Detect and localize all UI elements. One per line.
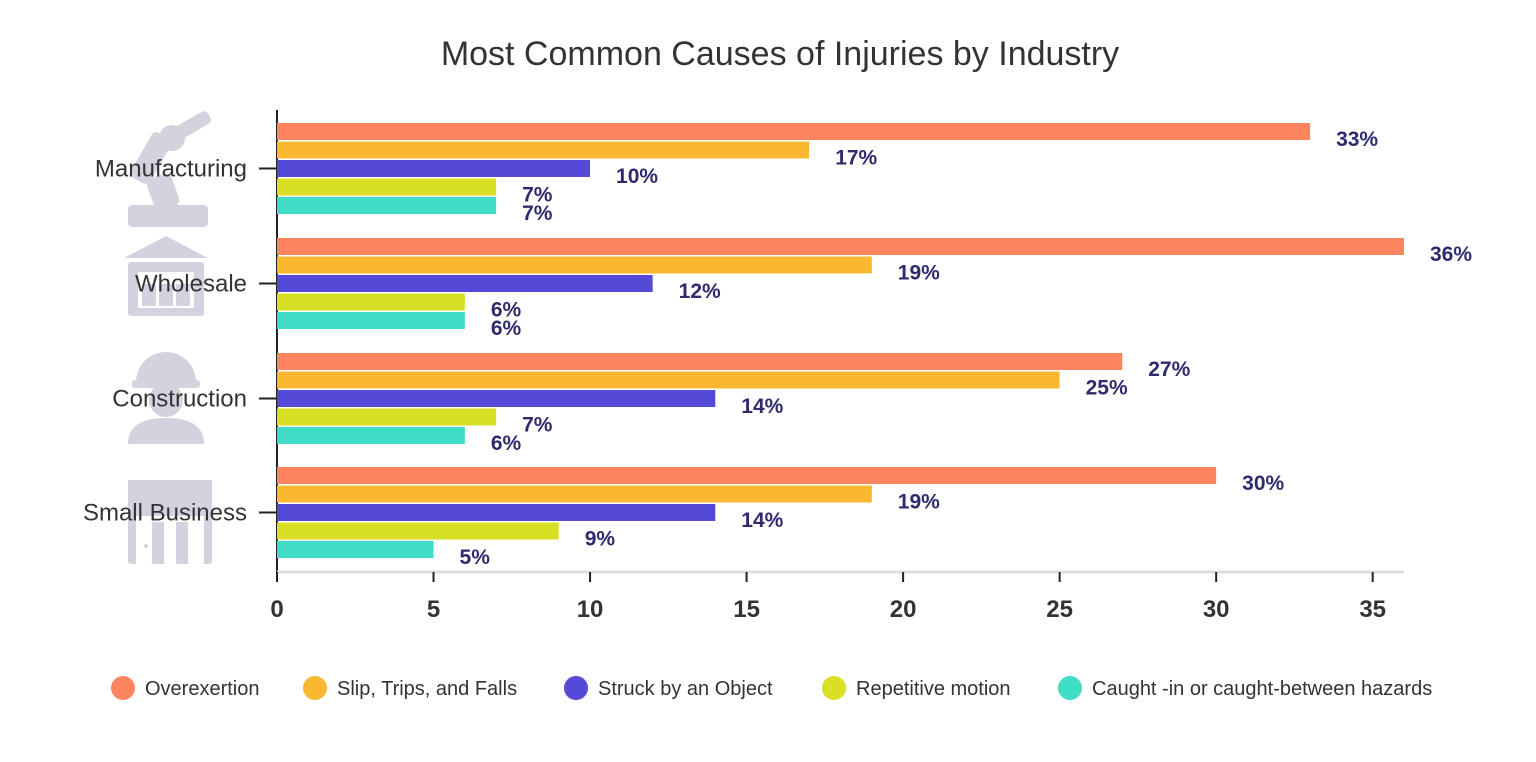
- legend-item: Repetitive motion: [822, 676, 1011, 700]
- legend-swatch: [303, 676, 327, 700]
- data-label: 33%: [1336, 128, 1378, 151]
- bar-1-4: [277, 178, 497, 196]
- bar-2-5: [277, 312, 465, 329]
- x-tick-label: 30: [1203, 596, 1230, 623]
- data-label: 27%: [1148, 358, 1190, 381]
- legend-item: Slip, Trips, and Falls: [303, 676, 517, 700]
- data-label: 30%: [1242, 472, 1284, 495]
- category-label: Small Business: [83, 500, 247, 527]
- category-label: Manufacturing: [95, 156, 247, 183]
- data-label: 7%: [522, 414, 553, 437]
- bar-4-4: [277, 522, 559, 540]
- data-label: 25%: [1086, 377, 1128, 400]
- legend-swatch: [564, 676, 588, 700]
- legend-item: Overexertion: [111, 676, 260, 700]
- bar-2-4: [277, 293, 465, 311]
- bar-4-3: [277, 504, 716, 521]
- data-label: 19%: [898, 491, 940, 514]
- legend-label: Struck by an Object: [598, 678, 773, 700]
- data-label: 7%: [522, 184, 553, 207]
- data-label: 17%: [835, 147, 877, 170]
- data-label: 36%: [1430, 243, 1472, 266]
- data-label: 6%: [491, 317, 522, 340]
- data-label: 10%: [616, 165, 658, 188]
- data-label: 6%: [491, 432, 522, 455]
- legend-label: Slip, Trips, and Falls: [337, 678, 517, 700]
- data-label: 14%: [741, 395, 783, 418]
- bar-4-5: [277, 541, 434, 558]
- construction-worker-icon: [128, 352, 204, 444]
- x-tick-label: 10: [577, 596, 604, 623]
- robot-arm-icon: [128, 111, 211, 227]
- bar-1-1: [277, 123, 1311, 140]
- x-tick-label: 5: [427, 596, 440, 623]
- data-label: 7%: [522, 202, 553, 225]
- data-label: 6%: [491, 299, 522, 322]
- bar-2-3: [277, 275, 653, 292]
- bar-3-4: [277, 408, 497, 426]
- legend-label: Repetitive motion: [856, 678, 1011, 700]
- legend-label: Caught -in or caught-between hazards: [1092, 678, 1432, 700]
- bar-3-2: [277, 371, 1060, 389]
- legend-label: Overexertion: [145, 678, 260, 700]
- legend-swatch: [822, 676, 846, 700]
- bar-3-5: [277, 427, 465, 444]
- warehouse-icon: [124, 236, 208, 316]
- bar-1-2: [277, 141, 810, 159]
- bar-3-1: [277, 353, 1123, 370]
- chart-title: Most Common Causes of Injuries by Indust…: [441, 35, 1119, 73]
- data-label: 9%: [585, 528, 616, 551]
- x-tick-label: 0: [270, 596, 283, 623]
- data-label: 19%: [898, 262, 940, 285]
- bar-1-3: [277, 160, 591, 177]
- x-tick-label: 20: [890, 596, 917, 623]
- x-tick-label: 35: [1359, 596, 1386, 623]
- bar-4-1: [277, 467, 1217, 484]
- data-label: 14%: [741, 509, 783, 532]
- data-label: 12%: [679, 280, 721, 303]
- bar-2-1: [277, 238, 1404, 255]
- legend-swatch: [111, 676, 135, 700]
- category-label: Wholesale: [135, 271, 247, 298]
- bar-1-5: [277, 197, 497, 214]
- bar-2-2: [277, 256, 872, 274]
- legend-item: Caught -in or caught-between hazards: [1058, 676, 1432, 700]
- category-label: Construction: [112, 386, 247, 413]
- data-label: 5%: [460, 546, 491, 569]
- x-tick-label: 25: [1046, 596, 1073, 623]
- legend-swatch: [1058, 676, 1082, 700]
- bar-4-2: [277, 485, 872, 503]
- storefront-icon: [128, 480, 212, 564]
- bar-3-3: [277, 390, 716, 407]
- legend-item: Struck by an Object: [564, 676, 773, 700]
- x-tick-label: 15: [733, 596, 760, 623]
